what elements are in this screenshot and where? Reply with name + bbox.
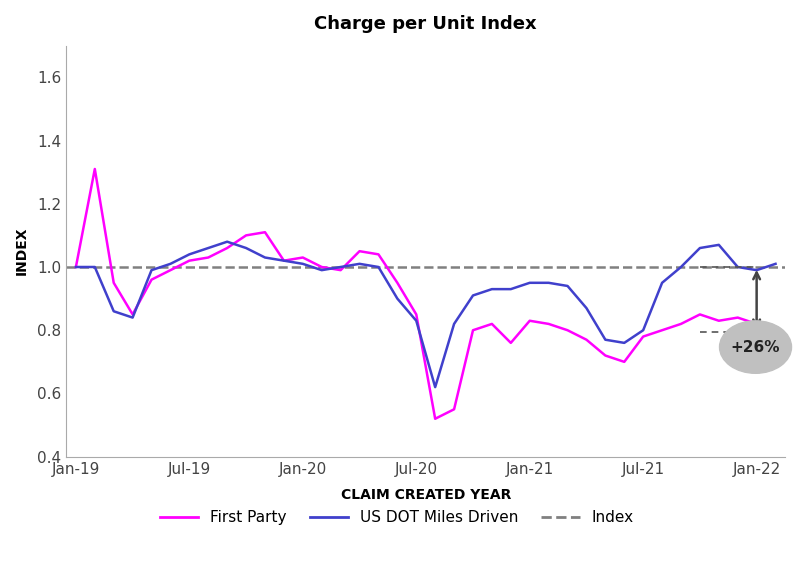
First Party [487, 321, 497, 328]
First Party [676, 321, 686, 328]
US DOT Miles Driven [279, 257, 289, 264]
First Party [336, 266, 346, 273]
US DOT Miles Driven [695, 244, 705, 251]
US DOT Miles Driven [619, 339, 629, 346]
US DOT Miles Driven [203, 244, 213, 251]
First Party [146, 276, 156, 283]
First Party [525, 317, 534, 324]
US DOT Miles Driven [582, 304, 591, 311]
First Party [562, 326, 572, 333]
First Party [430, 415, 440, 422]
First Party [544, 321, 554, 328]
First Party [109, 279, 118, 286]
US DOT Miles Driven [658, 279, 667, 286]
Index [71, 264, 81, 271]
US DOT Miles Driven [166, 261, 175, 268]
First Party [468, 326, 478, 333]
First Party [733, 314, 742, 321]
US DOT Miles Driven [544, 279, 554, 286]
First Party [166, 266, 175, 273]
US DOT Miles Driven [601, 336, 610, 343]
US DOT Miles Driven [354, 261, 364, 268]
US DOT Miles Driven [770, 261, 780, 268]
US DOT Miles Driven [128, 314, 138, 321]
US DOT Miles Driven [450, 321, 459, 328]
First Party [354, 248, 364, 255]
First Party [450, 406, 459, 413]
First Party [658, 326, 667, 333]
US DOT Miles Driven [71, 264, 81, 271]
First Party [506, 339, 516, 346]
X-axis label: CLAIM CREATED YEAR: CLAIM CREATED YEAR [341, 487, 511, 502]
First Party [90, 166, 100, 173]
Line: US DOT Miles Driven: US DOT Miles Driven [76, 242, 775, 387]
First Party [714, 317, 724, 324]
US DOT Miles Driven [676, 264, 686, 271]
US DOT Miles Driven [487, 286, 497, 293]
US DOT Miles Driven [752, 266, 762, 273]
US DOT Miles Driven [317, 266, 326, 273]
First Party [242, 232, 251, 239]
US DOT Miles Driven [714, 241, 724, 248]
Text: +26%: +26% [730, 339, 780, 354]
First Party [260, 229, 270, 236]
US DOT Miles Driven [222, 238, 232, 245]
US DOT Miles Driven [146, 266, 156, 273]
US DOT Miles Driven [638, 326, 648, 333]
US DOT Miles Driven [242, 244, 251, 251]
First Party [279, 257, 289, 264]
First Party [317, 264, 326, 271]
First Party [222, 244, 232, 251]
US DOT Miles Driven [506, 286, 516, 293]
Legend: First Party, US DOT Miles Driven, Index: First Party, US DOT Miles Driven, Index [154, 504, 640, 531]
Title: Charge per Unit Index: Charge per Unit Index [314, 15, 537, 33]
US DOT Miles Driven [90, 264, 100, 271]
Index [90, 264, 100, 271]
First Party [619, 359, 629, 366]
US DOT Miles Driven [374, 264, 383, 271]
First Party [582, 336, 591, 343]
US DOT Miles Driven [109, 308, 118, 315]
US DOT Miles Driven [298, 261, 308, 268]
US DOT Miles Driven [430, 384, 440, 391]
US DOT Miles Driven [411, 317, 421, 324]
First Party [298, 254, 308, 261]
US DOT Miles Driven [185, 251, 194, 258]
First Party [770, 339, 780, 346]
US DOT Miles Driven [393, 295, 402, 302]
First Party [638, 333, 648, 340]
First Party [752, 321, 762, 328]
First Party [411, 311, 421, 318]
First Party [128, 311, 138, 318]
First Party [185, 257, 194, 264]
First Party [393, 279, 402, 286]
First Party [695, 311, 705, 318]
First Party [374, 251, 383, 258]
First Party [203, 254, 213, 261]
US DOT Miles Driven [562, 283, 572, 290]
Y-axis label: INDEX: INDEX [15, 227, 29, 275]
US DOT Miles Driven [525, 279, 534, 286]
US DOT Miles Driven [336, 264, 346, 271]
US DOT Miles Driven [260, 254, 270, 261]
US DOT Miles Driven [733, 264, 742, 271]
First Party [601, 352, 610, 359]
Line: First Party: First Party [76, 169, 775, 419]
US DOT Miles Driven [468, 292, 478, 299]
First Party [71, 264, 81, 271]
